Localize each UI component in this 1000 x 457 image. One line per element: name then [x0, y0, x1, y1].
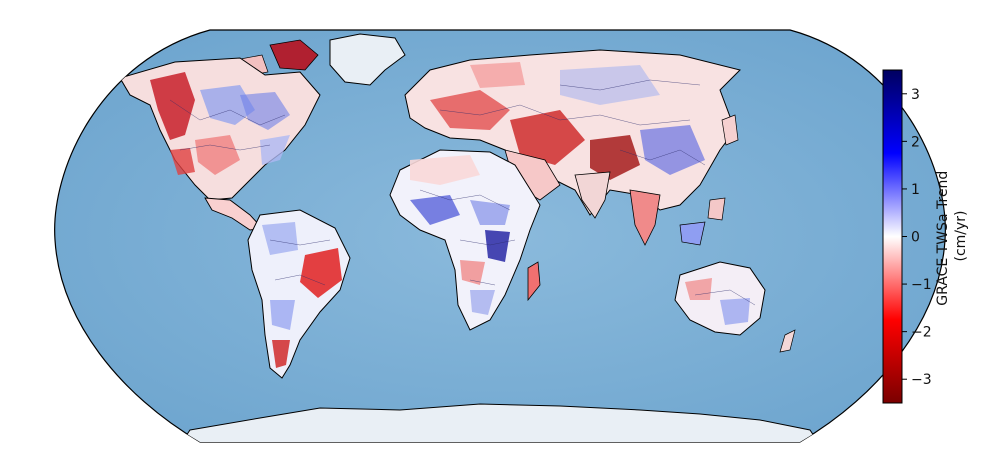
eurasia	[404, 49, 741, 246]
australia	[674, 261, 766, 336]
south-america	[247, 209, 351, 379]
colorbar-tick-label: 0	[911, 230, 920, 246]
colorbar-title: GRACE TWSa Trend (cm/yr)	[935, 166, 969, 306]
colorbar-title-line2: (cm/yr)	[953, 210, 969, 261]
colorbar-title-line1: GRACE TWSa Trend	[935, 171, 951, 306]
colorbar-tick-label: 2	[911, 134, 920, 150]
colorbar-tick-label: −1	[911, 277, 932, 293]
colorbar-gradient	[882, 69, 903, 404]
colorbar-tick-label: −2	[911, 325, 932, 341]
arctic-islands	[269, 39, 319, 71]
north-america	[119, 57, 321, 231]
colorbar: 3 2 1 0 −1 −2 −3 GRACE TWSa Trend (cm/yr)	[882, 69, 969, 404]
colorbar-tick-label: 3	[911, 87, 920, 103]
colorbar-tick-label: 1	[911, 182, 920, 198]
basin-boundaries	[169, 79, 756, 306]
greenland	[329, 33, 406, 86]
colorbar-tick-label: −3	[911, 372, 932, 388]
colorbar-ticks: 3 2 1 0 −1 −2 −3	[902, 87, 932, 388]
africa	[389, 149, 541, 331]
new-zealand	[779, 329, 796, 353]
world-map	[54, 29, 946, 443]
antarctica	[179, 403, 821, 442]
